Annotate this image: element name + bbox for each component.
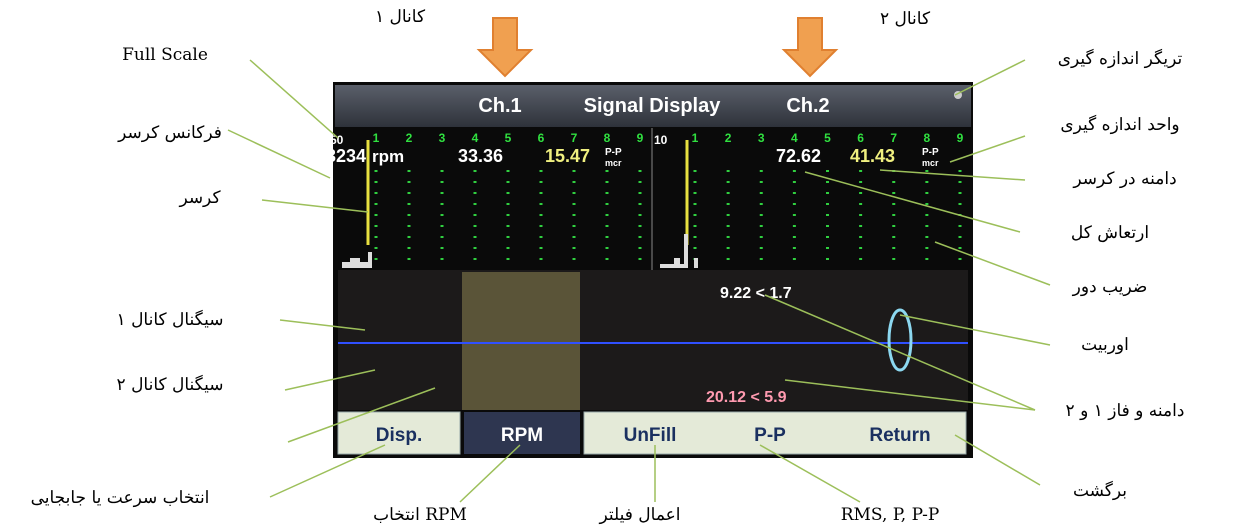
overall-value: 33.36 xyxy=(458,146,503,166)
callout: انتخاب RPM xyxy=(373,505,467,525)
callout: دامنه و فاز ۱ و ۲ xyxy=(1066,401,1185,421)
full-scale: 10 xyxy=(654,133,668,147)
leader-line xyxy=(228,130,330,178)
callout: کانال ۱ xyxy=(375,7,426,27)
harmonic-label: 9 xyxy=(957,131,964,145)
leader-line xyxy=(250,60,338,138)
harmonic-label: 7 xyxy=(571,131,578,145)
harmonic-label: 4 xyxy=(472,131,479,145)
harmonic-label: 3 xyxy=(758,131,765,145)
harmonic-label: 7 xyxy=(890,131,897,145)
callout: انتخاب سرعت یا جابجایی xyxy=(31,488,210,508)
callout: تریگر اندازه گیری xyxy=(1058,48,1183,69)
button-label[interactable]: P-P xyxy=(754,425,786,446)
header-ch2: Ch.2 xyxy=(786,95,829,117)
unit-top: P-P xyxy=(605,147,622,158)
harmonic-label: 2 xyxy=(406,131,413,145)
figure: Ch.1 Signal Display Ch.2 50 3234 rpm 33.… xyxy=(0,0,1240,532)
leader-line xyxy=(955,60,1025,95)
callout: دامنه در کرسر xyxy=(1072,169,1176,189)
leader-line xyxy=(955,435,1040,485)
harmonic-label: 9 xyxy=(637,131,644,145)
callout: ارتعاش کل xyxy=(1071,223,1149,243)
highlight-band xyxy=(462,272,580,410)
callout: ضریب دور xyxy=(1072,277,1148,297)
callout: اوربیت xyxy=(1081,335,1129,355)
callout: اعمال فیلتر xyxy=(598,505,680,525)
callout: فرکانس کرسر xyxy=(117,123,222,143)
button-label[interactable]: Disp. xyxy=(376,425,422,446)
header-title: Signal Display xyxy=(584,95,722,117)
amplitude-value: 15.47 xyxy=(545,146,590,166)
callout: Full Scale xyxy=(122,45,208,65)
callout: کرسر xyxy=(178,188,221,208)
rpm-unit: rpm xyxy=(372,147,404,166)
harmonic-label: 5 xyxy=(824,131,831,145)
page: Ch.1 Signal Display Ch.2 50 3234 rpm 33.… xyxy=(0,0,1240,532)
overall-value: 72.62 xyxy=(776,146,821,166)
harmonic-label: 5 xyxy=(505,131,512,145)
harmonic-label: 8 xyxy=(924,131,931,145)
phase-ch1: 9.22 < 1.7 xyxy=(720,285,792,302)
button-label[interactable]: RPM xyxy=(501,425,543,446)
phase-ch2: 20.12 < 5.9 xyxy=(706,389,787,406)
channel-arrow xyxy=(479,18,531,76)
unit-bottom: mcr xyxy=(922,158,939,168)
harmonic-label: 1 xyxy=(373,131,380,145)
callout: RMS, P, P-P xyxy=(841,505,940,525)
button-label[interactable]: Return xyxy=(869,425,930,446)
channel-arrow xyxy=(784,18,836,76)
harmonic-label: 6 xyxy=(857,131,864,145)
unit-top: P-P xyxy=(922,147,939,158)
harmonic-label: 3 xyxy=(439,131,446,145)
unit-bottom: mcr xyxy=(605,158,622,168)
harmonic-label: 6 xyxy=(538,131,545,145)
callout: برگشت xyxy=(1073,480,1127,501)
harmonic-label: 4 xyxy=(791,131,798,145)
amplitude-value: 41.43 xyxy=(850,146,895,166)
callout: واحد اندازه گیری xyxy=(1060,114,1179,135)
header-ch1: Ch.1 xyxy=(478,95,521,117)
harmonic-label: 2 xyxy=(725,131,732,145)
harmonic-label: 1 xyxy=(692,131,699,145)
callout: سیگنال کانال ۲ xyxy=(117,374,224,395)
full-scale: 50 xyxy=(330,133,344,147)
leader-line xyxy=(270,445,385,497)
rpm-value: 3234 xyxy=(326,146,366,166)
callout: سیگنال کانال ۱ xyxy=(117,309,224,330)
button-label[interactable]: UnFill xyxy=(624,425,677,446)
harmonic-label: 8 xyxy=(604,131,611,145)
callout: کانال ۲ xyxy=(880,9,931,29)
